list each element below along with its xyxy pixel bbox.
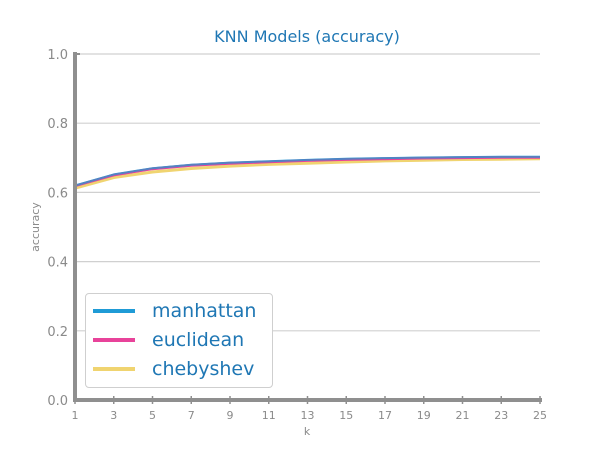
x-tick-label: 17 (378, 409, 392, 422)
y-tick-labels: 0.0 0.2 0.4 0.6 0.8 1.0 (47, 48, 68, 409)
chart-title: KNN Models (accuracy) (214, 27, 400, 46)
legend-swatch (93, 338, 135, 342)
series-lines (74, 155, 541, 190)
x-tick-label: 7 (188, 409, 195, 422)
legend-item-euclidean: euclidean (86, 327, 244, 353)
x-tick-label: 1 (72, 409, 79, 422)
x-tick-label: 23 (494, 409, 508, 422)
legend-label: manhattan (152, 300, 257, 322)
y-axis-label: accuracy (29, 202, 42, 252)
x-tick-label: 9 (227, 409, 234, 422)
grid (75, 53, 540, 332)
legend-item-chebyshev: chebyshev (86, 356, 254, 382)
x-tick-label: 21 (456, 409, 470, 422)
x-tick-labels: 1 3 5 7 9 11 13 15 17 19 21 23 25 (72, 396, 547, 422)
y-tick-label: 1.0 (47, 48, 68, 63)
series-line-chebyshev (74, 157, 541, 190)
legend-swatch (93, 309, 135, 313)
legend: manhattan euclidean chebyshev (85, 293, 273, 388)
x-tick-label: 13 (301, 409, 315, 422)
x-axis-label: k (304, 425, 311, 438)
legend-label: chebyshev (152, 358, 255, 380)
series-line-manhattan-edge (74, 156, 540, 187)
x-tick-label: 11 (262, 409, 276, 422)
x-tick-label: 5 (149, 409, 156, 422)
legend-swatch (93, 367, 135, 371)
x-tick-label: 25 (533, 409, 547, 422)
legend-label: euclidean (152, 329, 245, 351)
y-tick-label: 0.4 (47, 256, 68, 271)
y-tick-label: 0.2 (47, 325, 68, 340)
legend-item-manhattan: manhattan (86, 298, 256, 324)
y-tick-label: 0.8 (47, 117, 68, 132)
y-tick-label: 0.0 (47, 394, 68, 409)
x-tick-label: 15 (339, 409, 353, 422)
x-tick-label: 3 (110, 409, 117, 422)
x-tick-label: 19 (417, 409, 431, 422)
y-tick-label: 0.6 (47, 186, 68, 201)
